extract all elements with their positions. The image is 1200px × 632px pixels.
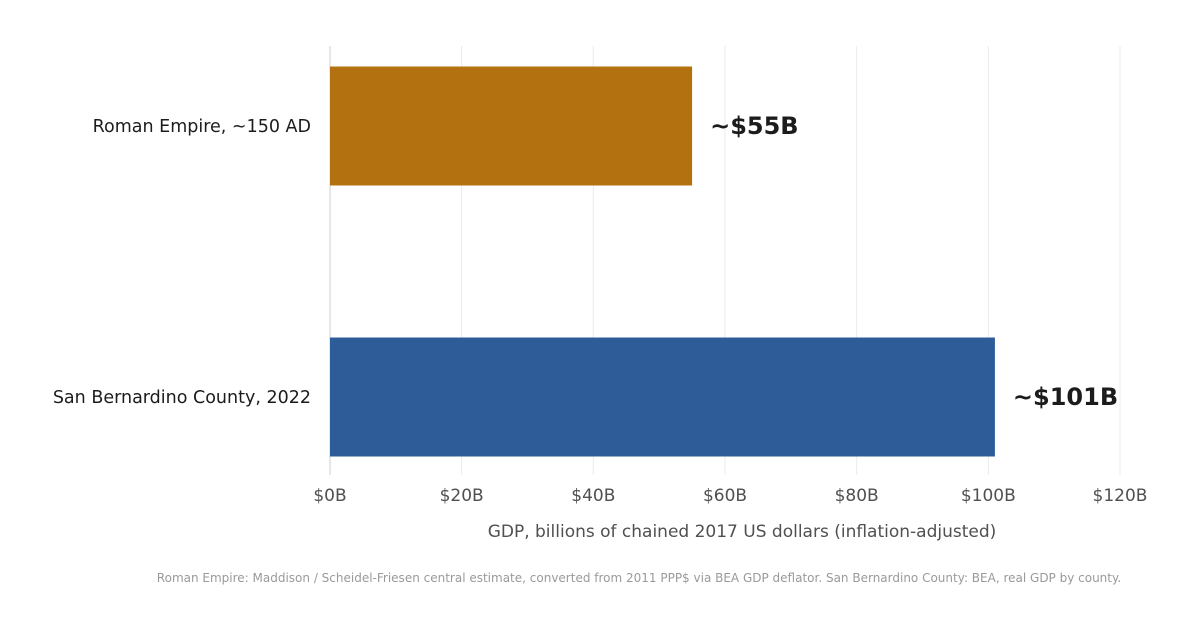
bar bbox=[330, 66, 693, 186]
x-tick-label: $80B bbox=[835, 486, 879, 506]
value-label: ~$101B bbox=[1013, 383, 1118, 411]
category-label: Roman Empire, ~150 AD bbox=[93, 117, 311, 137]
source-note: Roman Empire: Maddison / Scheidel-Friese… bbox=[157, 571, 1121, 585]
category-label: San Bernardino County, 2022 bbox=[53, 388, 311, 408]
x-axis-title: GDP, billions of chained 2017 US dollars… bbox=[488, 522, 997, 542]
bars bbox=[330, 66, 995, 457]
bar bbox=[330, 337, 995, 457]
labels: $0B $20B $40B $60B $80B $100B $120B Roman Empir… bbox=[53, 112, 1148, 506]
x-tick-label: $120B bbox=[1093, 486, 1148, 506]
x-tick-label: $60B bbox=[703, 486, 747, 506]
value-label: ~$55B bbox=[710, 112, 799, 140]
x-tick-label: $100B bbox=[961, 486, 1016, 506]
x-tick-label: $0B bbox=[313, 486, 346, 506]
x-tick-label: $20B bbox=[440, 486, 484, 506]
x-tick-label: $40B bbox=[571, 486, 615, 506]
